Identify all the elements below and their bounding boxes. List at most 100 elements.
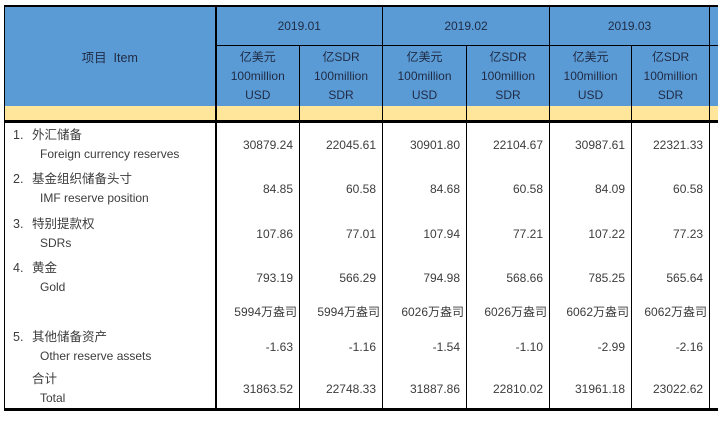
next-column-sliver [710, 122, 718, 167]
value-cell: -1.54 [383, 325, 467, 370]
row-label-en: Foreign currency reserves [13, 145, 215, 164]
value-cell: 30987.61 [550, 122, 632, 167]
band-cell [216, 106, 300, 122]
table-row-gold: 4.黄金 Gold 793.19 566.29 794.98 568.66 78… [5, 257, 718, 299]
row-label-en: SDRs [13, 234, 215, 253]
next-column-sliver [710, 325, 718, 370]
unit-line: SDR [300, 86, 382, 105]
row-number: 3. [13, 215, 32, 234]
ounces-cell: 5994万盎司 [300, 299, 383, 325]
unit-line: 100million [467, 67, 549, 86]
row-label-en: Total [13, 389, 215, 408]
unit-line: SDR [467, 86, 549, 105]
value-cell: 107.94 [383, 212, 467, 257]
month-header-2019-02: 2019.02 [383, 6, 550, 46]
value-cell: 107.86 [216, 212, 300, 257]
value-cell: 60.58 [467, 167, 550, 212]
value-cell: 107.22 [550, 212, 632, 257]
value-cell: 84.85 [216, 167, 300, 212]
value-cell: -1.10 [467, 325, 550, 370]
table-row-imf-reserve-position: 2.基金组织储备头寸 IMF reserve position 84.85 60… [5, 167, 718, 212]
unit-line: 100million [300, 67, 382, 86]
ounces-cell: 6062万盎司 [632, 299, 710, 325]
value-cell: 77.23 [632, 212, 710, 257]
row-label-en: Other reserve assets [13, 347, 215, 366]
value-cell: 31961.18 [550, 370, 632, 410]
unit-line: SDR [632, 86, 709, 105]
row-label-cell: 2.基金组织储备头寸 IMF reserve position [5, 167, 216, 212]
value-cell: 568.66 [467, 257, 550, 299]
row-label-zh: 合计 [32, 372, 57, 386]
unit-line: 亿SDR [300, 48, 382, 67]
band-cell [550, 106, 632, 122]
value-cell: 77.21 [467, 212, 550, 257]
unit-line: 100million [217, 67, 300, 86]
table-row-total: 合计 Total 31863.52 22748.33 31887.86 2281… [5, 370, 718, 410]
unit-line: 亿美元 [550, 48, 631, 67]
unit-line: 亿SDR [467, 48, 549, 67]
row-number: 4. [13, 259, 32, 278]
yellow-band-row [5, 106, 718, 122]
value-cell: 77.01 [300, 212, 383, 257]
unit-line: USD [217, 86, 300, 105]
value-cell: 22810.02 [467, 370, 550, 410]
value-cell: 84.09 [550, 167, 632, 212]
unit-header-sdr: 亿SDR 100million SDR [632, 46, 710, 107]
value-cell: 794.98 [383, 257, 467, 299]
row-label-cell: 合计 Total [5, 370, 216, 410]
value-cell: 84.68 [383, 167, 467, 212]
unit-line: USD [550, 86, 631, 105]
value-cell: 23022.62 [632, 370, 710, 410]
unit-line: 100million [550, 67, 631, 86]
unit-header-sdr: 亿SDR 100million SDR [300, 46, 383, 107]
value-cell: -1.63 [216, 325, 300, 370]
table-row-sdrs: 3.特别提款权 SDRs 107.86 77.01 107.94 77.21 1… [5, 212, 718, 257]
row-number: 1. [13, 126, 32, 145]
row-number: 2. [13, 170, 32, 189]
value-cell: 22748.33 [300, 370, 383, 410]
next-column-sliver [710, 299, 718, 325]
row-label-zh: 外汇储备 [32, 128, 82, 142]
reserves-table-container: 项目 Item 2019.01 2019.02 2019.03 亿美元 100m… [4, 5, 718, 411]
row-label-zh: 特别提款权 [32, 217, 95, 231]
item-column-header: 项目 Item [5, 6, 216, 106]
value-cell: -2.16 [632, 325, 710, 370]
row-label-cell: 3.特别提款权 SDRs [5, 212, 216, 257]
month-header-2019-01: 2019.01 [216, 6, 383, 46]
unit-line: 亿SDR [632, 48, 709, 67]
band-cell [5, 106, 216, 122]
next-column-sliver [710, 370, 718, 410]
value-cell: 30879.24 [216, 122, 300, 167]
row-label-cell: 4.黄金 Gold [5, 257, 216, 325]
value-cell: 60.58 [632, 167, 710, 212]
next-column-sliver [710, 212, 718, 257]
month-header-2019-03: 2019.03 [550, 6, 710, 46]
value-cell: 785.25 [550, 257, 632, 299]
unit-line: USD [383, 86, 466, 105]
unit-header-usd: 亿美元 100million USD [216, 46, 300, 107]
row-label-cell: 5.其他储备资产 Other reserve assets [5, 325, 216, 370]
table-row-foreign-currency-reserves: 1.外汇储备 Foreign currency reserves 30879.2… [5, 122, 718, 167]
row-label-zh: 其他储备资产 [32, 330, 107, 344]
next-column-sliver [710, 257, 718, 299]
next-column-sliver [710, 167, 718, 212]
band-cell [383, 106, 467, 122]
unit-header-sdr: 亿SDR 100million SDR [467, 46, 550, 107]
ounces-cell: 6026万盎司 [383, 299, 467, 325]
value-cell: 22321.33 [632, 122, 710, 167]
next-column-sliver [710, 106, 718, 122]
value-cell: -1.16 [300, 325, 383, 370]
value-cell: 793.19 [216, 257, 300, 299]
ounces-cell: 6026万盎司 [467, 299, 550, 325]
value-cell: 22045.61 [300, 122, 383, 167]
ounces-cell: 6062万盎司 [550, 299, 632, 325]
value-cell: 22104.67 [467, 122, 550, 167]
value-cell: 31887.86 [383, 370, 467, 410]
next-column-sliver [710, 6, 718, 46]
unit-header-usd: 亿美元 100million USD [550, 46, 632, 107]
value-cell: 30901.80 [383, 122, 467, 167]
unit-line: 亿美元 [217, 48, 300, 67]
row-number: 5. [13, 328, 32, 347]
value-cell: 565.64 [632, 257, 710, 299]
value-cell: 31863.52 [216, 370, 300, 410]
